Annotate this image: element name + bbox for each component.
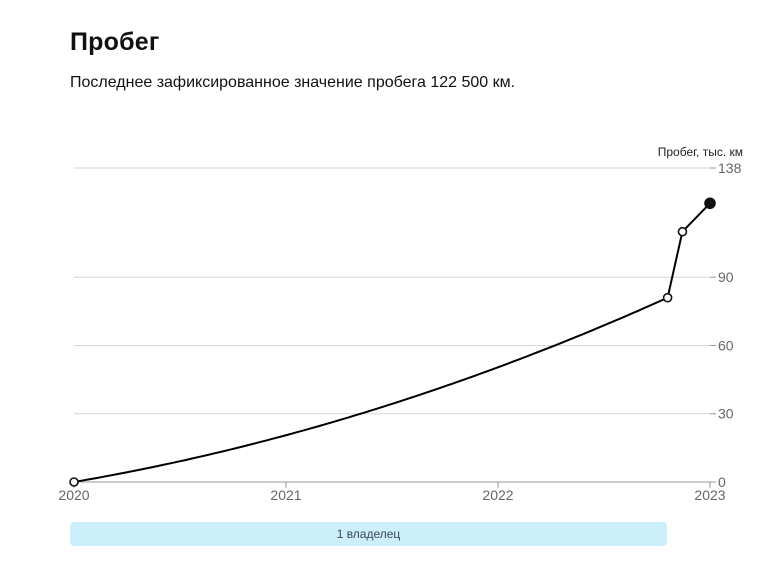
page-title: Пробег [70, 28, 160, 56]
mileage-summary: Последнее зафиксированное значение пробе… [70, 74, 516, 91]
owner-period-bar: 1 владелец [70, 522, 667, 546]
x-tick-label: 2021 [270, 487, 301, 503]
x-tick-label: 2022 [482, 487, 513, 503]
mileage-point [677, 226, 688, 237]
y-tick-label: 30 [718, 406, 734, 422]
y-tick-label: 138 [718, 160, 742, 176]
y-tick-label: 0 [718, 474, 726, 490]
mileage-line [73, 202, 711, 483]
mileage-point [662, 292, 673, 303]
mileage-point [69, 477, 79, 487]
y-axis-label: Пробег, тыс. км [658, 145, 743, 159]
x-tick-label: 2023 [694, 487, 725, 503]
y-tick-label: 90 [718, 269, 734, 285]
y-tick-label: 60 [718, 337, 734, 353]
x-tick-label: 2020 [58, 487, 89, 503]
latest-mileage-point [704, 197, 716, 210]
